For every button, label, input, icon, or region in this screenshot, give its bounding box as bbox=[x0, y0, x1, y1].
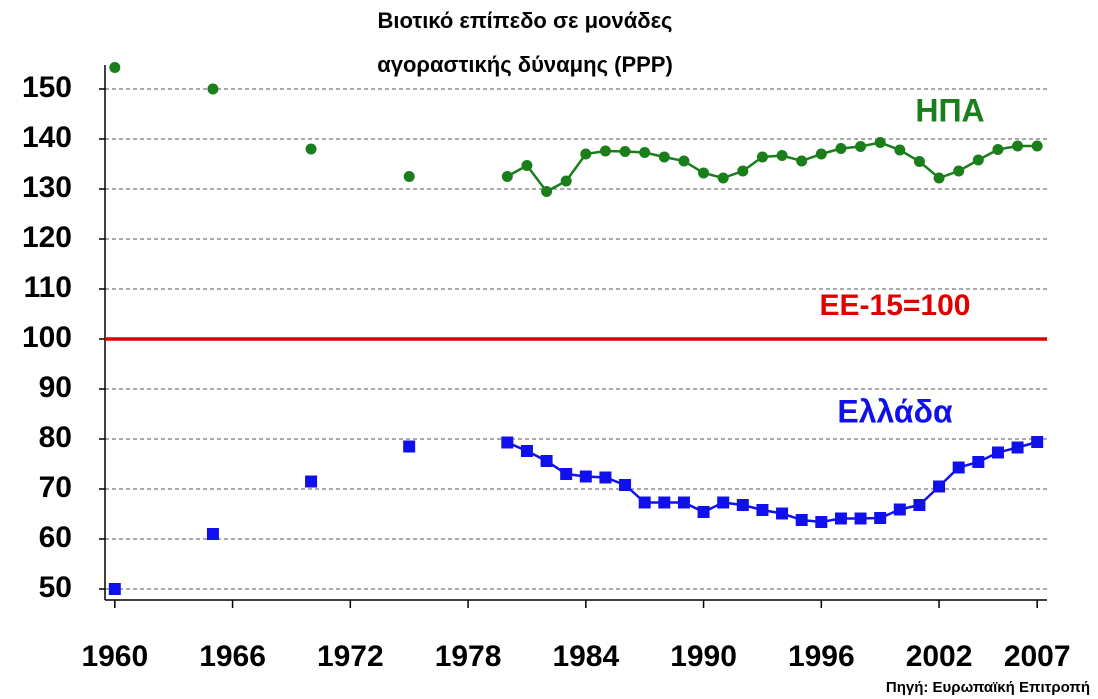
point bbox=[991, 446, 1004, 459]
x-tick-label: 1990 bbox=[670, 640, 737, 673]
point bbox=[1012, 140, 1024, 152]
point bbox=[619, 146, 631, 157]
series-label: Ελλάδα bbox=[837, 393, 953, 429]
point bbox=[913, 156, 925, 167]
point bbox=[717, 172, 729, 184]
point bbox=[776, 507, 789, 520]
x-tick-label: 1984 bbox=[552, 640, 619, 673]
point bbox=[717, 496, 730, 509]
y-tick-label: 110 bbox=[24, 271, 72, 304]
point bbox=[698, 167, 710, 179]
point bbox=[796, 155, 808, 167]
point bbox=[580, 148, 592, 160]
point bbox=[854, 512, 867, 525]
point bbox=[403, 440, 416, 453]
point bbox=[756, 151, 768, 163]
point bbox=[756, 504, 769, 516]
point bbox=[677, 496, 690, 509]
x-tick-label: 1966 bbox=[199, 640, 266, 673]
x-tick-label: 2002 bbox=[906, 640, 973, 673]
point bbox=[1031, 436, 1044, 448]
point bbox=[893, 503, 906, 516]
point bbox=[579, 470, 592, 483]
point bbox=[678, 155, 690, 167]
series-line bbox=[506, 440, 1038, 524]
point bbox=[933, 480, 946, 493]
point bbox=[560, 175, 572, 187]
point bbox=[894, 144, 906, 156]
point bbox=[520, 445, 533, 457]
point bbox=[540, 455, 553, 467]
chart-title: αγοραστικής δύναμης (PPP) bbox=[377, 52, 673, 77]
point bbox=[206, 528, 219, 540]
point bbox=[521, 160, 533, 171]
y-tick-label: 70 bbox=[39, 471, 72, 504]
point bbox=[619, 479, 632, 491]
point bbox=[108, 583, 121, 595]
point bbox=[599, 145, 611, 157]
point bbox=[874, 137, 886, 148]
point bbox=[874, 512, 887, 524]
point bbox=[658, 151, 670, 163]
point bbox=[501, 171, 513, 182]
y-tick-label: 100 bbox=[22, 321, 72, 354]
x-tick-label: 1960 bbox=[81, 640, 148, 673]
point bbox=[1031, 140, 1043, 152]
point bbox=[560, 468, 573, 480]
y-tick-label: 90 bbox=[39, 371, 72, 404]
y-tick-label: 60 bbox=[39, 521, 72, 554]
x-tick-label: 1996 bbox=[788, 640, 855, 673]
y-tick-label: 140 bbox=[22, 121, 72, 154]
x-tick-label: 2007 bbox=[1004, 640, 1071, 673]
source-note: Πηγή: Ευρωπαϊκή Επιτροπή bbox=[886, 679, 1090, 696]
x-tick-label: 1978 bbox=[435, 640, 502, 673]
point bbox=[109, 62, 121, 73]
point bbox=[776, 150, 788, 161]
point bbox=[305, 143, 317, 155]
point bbox=[599, 471, 612, 484]
point bbox=[305, 475, 318, 488]
y-tick-label: 130 bbox=[22, 171, 72, 204]
point bbox=[855, 141, 867, 152]
y-tick-label: 120 bbox=[22, 221, 72, 254]
point bbox=[834, 512, 847, 525]
point bbox=[795, 514, 808, 526]
y-tick-label: 50 bbox=[39, 571, 72, 604]
point bbox=[815, 148, 827, 160]
point bbox=[541, 186, 553, 197]
point bbox=[952, 461, 965, 474]
point bbox=[658, 496, 671, 509]
point bbox=[835, 143, 847, 154]
x-tick-label: 1972 bbox=[317, 640, 384, 673]
point bbox=[737, 165, 749, 177]
reference-label: ΕΕ-15=100 bbox=[820, 289, 971, 322]
point bbox=[736, 499, 749, 511]
point bbox=[1011, 441, 1024, 454]
point bbox=[207, 83, 219, 95]
point bbox=[639, 147, 651, 158]
point bbox=[972, 456, 985, 468]
y-tick-label: 150 bbox=[22, 71, 72, 104]
series-label: ΗΠΑ bbox=[915, 92, 984, 128]
point bbox=[933, 172, 945, 184]
point bbox=[953, 165, 965, 177]
point bbox=[972, 154, 984, 166]
series-line bbox=[506, 141, 1038, 194]
point bbox=[992, 144, 1004, 155]
point bbox=[638, 496, 651, 509]
point bbox=[913, 499, 926, 511]
point bbox=[815, 516, 828, 528]
point bbox=[501, 436, 514, 449]
y-tick-label: 80 bbox=[39, 421, 72, 454]
chart-title: Βιοτικό επίπεδο σε μονάδες bbox=[378, 8, 673, 33]
point bbox=[697, 506, 710, 518]
point bbox=[403, 171, 415, 182]
